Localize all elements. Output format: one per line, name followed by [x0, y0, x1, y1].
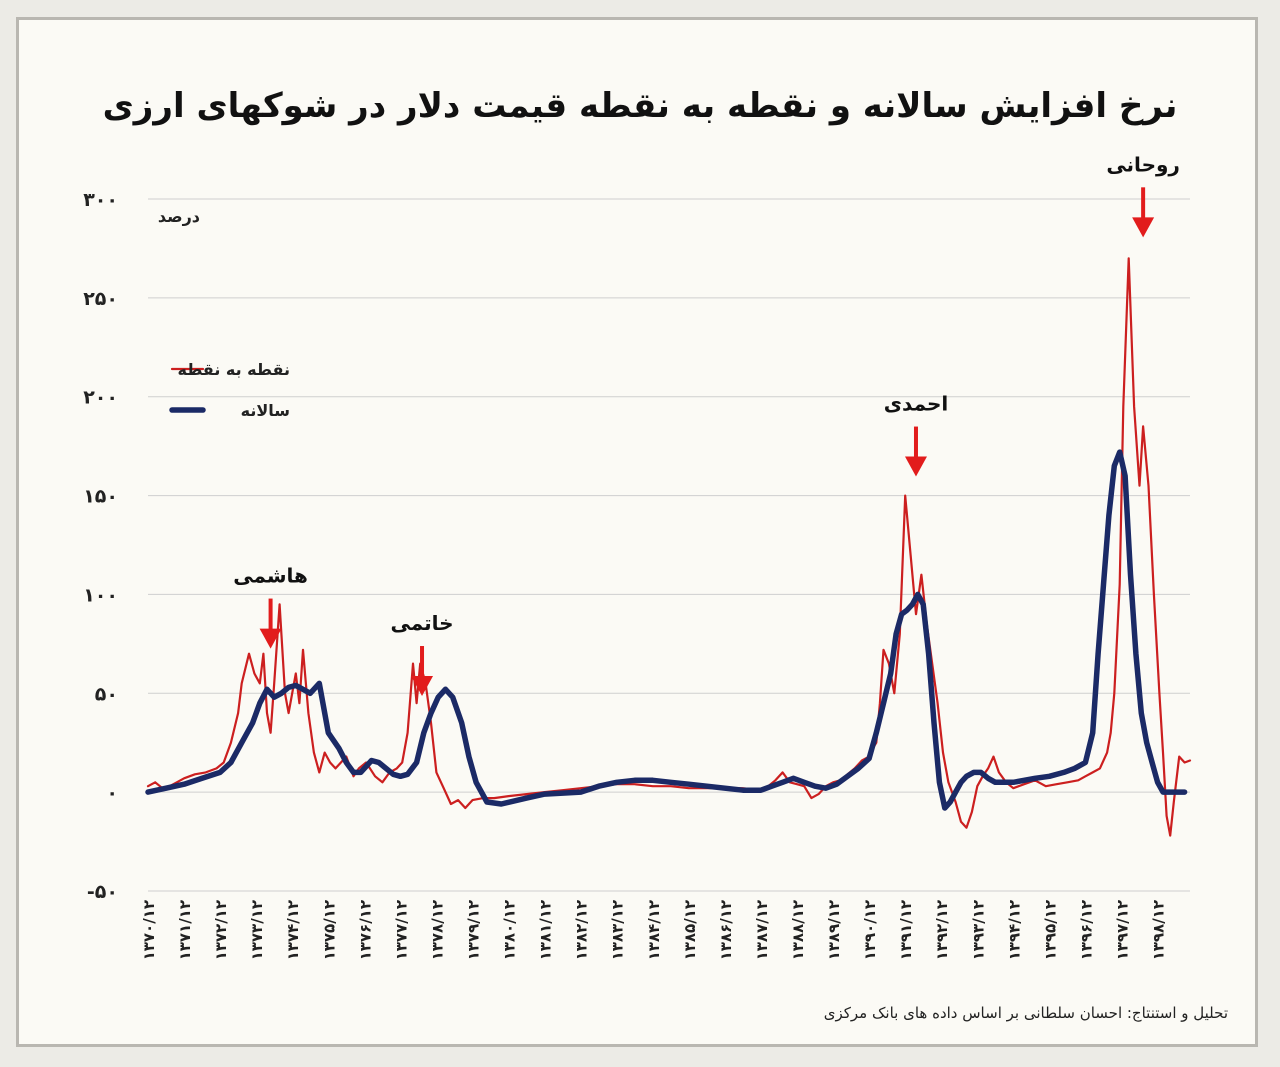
x-tick-label: ۱۳۸۰/۱۲: [501, 900, 519, 960]
x-tick-label: ۱۳۸۵/۱۲: [681, 900, 699, 960]
legend-annual-label: سالانه: [241, 401, 290, 420]
y-axis-label: درصد: [158, 207, 200, 226]
x-tick-label: ۱۳۷۲/۱۲: [212, 900, 230, 960]
x-tick-label: ۱۳۷۸/۱۲: [428, 900, 446, 960]
x-tick-label: ۱۳۹۶/۱۲: [1077, 900, 1095, 960]
chart-frame: [16, 17, 1258, 1047]
x-tick-label: ۱۳۸۱/۱۲: [537, 900, 555, 960]
annotation-arrow-icon: [411, 646, 434, 697]
x-tick-label: ۱۳۷۹/۱۲: [464, 900, 482, 960]
x-tick-label: ۱۳۹۰/۱۲: [861, 900, 879, 960]
x-tick-label: ۱۳۷۷/۱۲: [392, 900, 410, 960]
legend-point-to-point-label: نقطه به نقطه: [178, 360, 290, 379]
x-tick-label: ۱۳۷۶/۱۲: [356, 900, 374, 960]
x-tick-label: ۱۳۸۹/۱۲: [825, 900, 843, 960]
x-tick-label: ۱۳۹۳/۱۲: [969, 900, 987, 960]
annotation-label: روحانی: [1106, 152, 1180, 176]
x-tick-label: ۱۳۷۱/۱۲: [176, 900, 194, 960]
annotation-label: احمدی: [884, 392, 949, 416]
y-tick-label: ۱۵۰: [83, 486, 118, 508]
x-tick-label: ۱۳۹۲/۱۲: [933, 900, 951, 960]
source-note: تحلیل و استنتاج: احسان سلطانی بر اساس دا…: [823, 1004, 1228, 1022]
y-tick-label: -۵۰: [87, 881, 118, 903]
x-tick-label: ۱۳۷۵/۱۲: [320, 900, 338, 960]
y-tick-label: ۱۰۰: [83, 584, 118, 606]
x-tick-label: ۱۳۷۰/۱۲: [140, 900, 158, 960]
annotation-arrow-icon: [259, 598, 282, 649]
arrow-head: [1132, 217, 1155, 238]
arrow-head: [259, 628, 282, 649]
x-tick-label: ۱۳۹۱/۱۲: [897, 900, 915, 960]
x-tick-label: ۱۳۸۷/۱۲: [753, 900, 771, 960]
annotation-arrow-icon: [904, 426, 927, 477]
x-tick-label: ۱۳۸۸/۱۲: [789, 900, 807, 960]
x-tick-label: ۱۳۸۴/۱۲: [645, 900, 663, 960]
y-tick-label: ۲۰۰: [83, 387, 118, 409]
x-tick-label: ۱۳۸۲/۱۲: [573, 900, 591, 960]
x-tick-label: ۱۳۹۸/۱۲: [1150, 900, 1168, 960]
arrow-head: [411, 676, 434, 697]
annotation-label: هاشمی: [233, 564, 308, 588]
x-tick-label: ۱۳۸۶/۱۲: [717, 900, 735, 960]
annotation-label: خاتمی: [390, 611, 453, 635]
chart-title: نرخ افزایش سالانه و نقطه به نقطه قیمت دل…: [102, 86, 1178, 126]
x-tick-label: ۱۳۷۳/۱۲: [248, 900, 266, 960]
y-tick-label: ۰: [106, 782, 118, 804]
x-tick-label: ۱۳۹۷/۱۲: [1113, 900, 1131, 960]
x-tick-label: ۱۳۹۴/۱۲: [1005, 900, 1023, 960]
annual-series-line: [145, 449, 1188, 811]
y-tick-label: ۵۰: [95, 683, 118, 705]
y-tick-label: ۲۵۰: [83, 288, 118, 310]
x-tick-label: ۱۳۷۴/۱۲: [284, 900, 302, 960]
x-tick-label: ۱۳۹۵/۱۲: [1041, 900, 1059, 960]
y-tick-label: ۳۰۰: [83, 189, 118, 211]
annotation-arrow-icon: [1132, 187, 1155, 238]
arrow-head: [904, 456, 927, 477]
x-tick-label: ۱۳۸۳/۱۲: [609, 900, 627, 960]
point-to-point-series-line: [146, 257, 1192, 837]
